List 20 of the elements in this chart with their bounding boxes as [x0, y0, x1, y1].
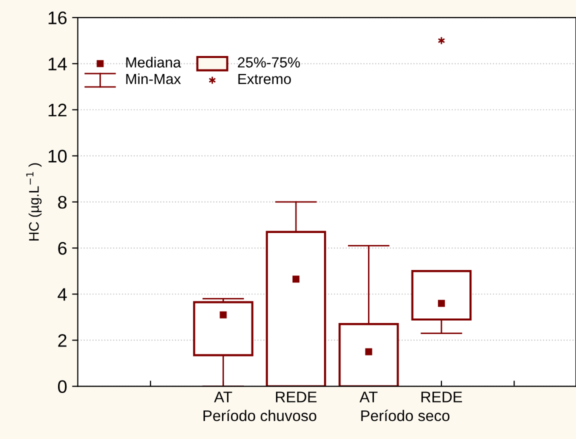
- y-axis-title: HC (µg.L$^{−1}$ ): [26, 163, 42, 240]
- x-tick-label: REDE: [276, 392, 317, 402]
- y-tick-label: 16: [48, 11, 67, 24]
- annotation: Mediana: [126, 56, 182, 68]
- y-tick-label: 8: [58, 196, 67, 209]
- annotation: Min-Max: [126, 73, 181, 84]
- y-tick-label: 14: [48, 58, 67, 70]
- y-tick-label: 12: [48, 104, 66, 116]
- y-tick-label: 6: [58, 242, 67, 255]
- text: Período seco: [361, 410, 450, 422]
- y-tick-label: 4: [58, 288, 67, 301]
- text: Período chuvoso: [204, 410, 316, 422]
- y-tick-label: 0: [58, 380, 67, 394]
- annotation: 25%-75%: [238, 57, 300, 68]
- annotation: Extremo: [238, 74, 291, 84]
- x-tick-label: AT: [360, 392, 378, 402]
- y-tick-label: 2: [58, 334, 66, 347]
- x-tick-label: AT: [214, 392, 232, 402]
- x-tick-label: REDE: [421, 392, 462, 402]
- y-tick-label: 10: [48, 150, 67, 163]
